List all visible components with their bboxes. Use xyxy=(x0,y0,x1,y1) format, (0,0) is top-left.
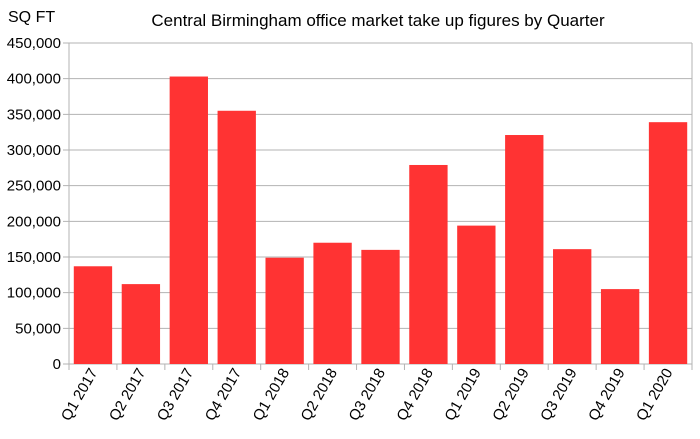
y-tick-label: 250,000 xyxy=(7,178,61,195)
bar xyxy=(73,266,113,364)
bar xyxy=(553,249,592,364)
y-tick-label: 150,000 xyxy=(7,249,61,266)
x-tick-label: Q4 2019 xyxy=(585,366,628,424)
bar xyxy=(169,76,208,364)
x-tick-label: Q1 2017 xyxy=(58,366,101,424)
x-tick-label: Q3 2017 xyxy=(154,366,197,424)
x-tick-labels: Q1 2017 Q2 2017 Q3 2017 Q4 2017 Q1 2018 Q2 20… xyxy=(58,366,677,424)
gridlines xyxy=(63,42,692,365)
bar xyxy=(313,242,352,364)
bar xyxy=(265,257,304,364)
x-tick-label: Q3 2018 xyxy=(345,366,388,424)
y-tick-labels: 0 50,000 100,000 150,000 200,000 250,000 300,0… xyxy=(7,35,61,373)
y-tick-label: 50,000 xyxy=(15,320,61,337)
bar xyxy=(409,164,448,364)
bar xyxy=(600,289,640,364)
x-tick-label: Q2 2018 xyxy=(298,366,341,424)
y-tick-label: 400,000 xyxy=(7,71,61,88)
bar xyxy=(457,225,496,364)
chart-title: Central Birmingham office market take up… xyxy=(151,11,605,30)
y-tick-label: 0 xyxy=(53,356,61,373)
bars xyxy=(73,76,688,365)
bar xyxy=(217,110,256,365)
x-tick-label: Q1 2019 xyxy=(441,366,484,424)
y-axis-label: SQ FT xyxy=(8,9,55,26)
x-tick-label: Q1 2020 xyxy=(633,366,676,424)
x-tick-label: Q4 2018 xyxy=(393,366,436,424)
y-tick-label: 100,000 xyxy=(7,285,61,302)
axes xyxy=(68,43,693,370)
bar xyxy=(648,122,688,365)
y-tick-label: 200,000 xyxy=(7,213,61,230)
x-tick-label: Q2 2019 xyxy=(489,366,532,424)
y-tick-label: 350,000 xyxy=(7,106,61,123)
bar xyxy=(121,284,161,364)
x-tick-label: Q3 2019 xyxy=(537,366,580,424)
bar xyxy=(361,249,400,364)
x-tick-label: Q4 2017 xyxy=(202,366,245,424)
x-tick-label: Q2 2017 xyxy=(106,366,149,424)
bar xyxy=(505,135,544,364)
x-tick-label: Q1 2018 xyxy=(250,366,293,424)
y-tick-label: 450,000 xyxy=(7,35,61,52)
y-tick-label: 300,000 xyxy=(7,142,61,159)
